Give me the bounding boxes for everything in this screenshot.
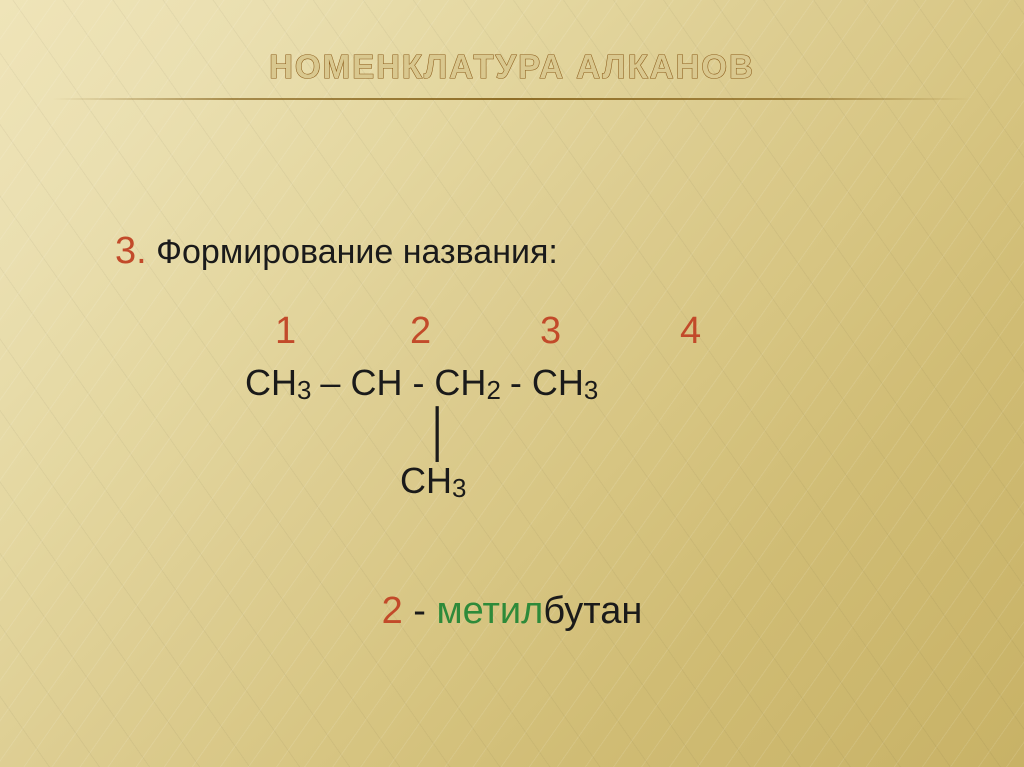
carbon-number: 4 [680, 310, 701, 353]
step-line: 3. Формирование названия: [115, 230, 558, 273]
formula-fragment: CH3 – CH - CH2 - CH3 [245, 362, 597, 406]
vertical-bond: │ [425, 405, 454, 459]
carbon-number: 2 [410, 310, 431, 353]
step-dot: . [136, 230, 147, 272]
svg-text:НОМЕНКЛАТУРА АЛКАНОВ: НОМЕНКЛАТУРА АЛКАНОВ [269, 48, 755, 85]
slide-title: НОМЕНКЛАТУРА АЛКАНОВ [0, 42, 1024, 92]
compound-name-part: 2 [382, 590, 403, 632]
compound-name: 2 - метилбутан [0, 590, 1024, 633]
title-underline [52, 98, 972, 100]
step-number: 3 [115, 230, 136, 272]
carbon-number: 1 [275, 310, 296, 353]
compound-name-part: метил [437, 590, 544, 632]
compound-name-part: - [403, 590, 437, 632]
step-label: Формирование названия: [156, 233, 558, 271]
branch-group: CH3 [400, 460, 465, 504]
compound-name-part: бутан [543, 590, 642, 632]
carbon-number: 3 [540, 310, 561, 353]
